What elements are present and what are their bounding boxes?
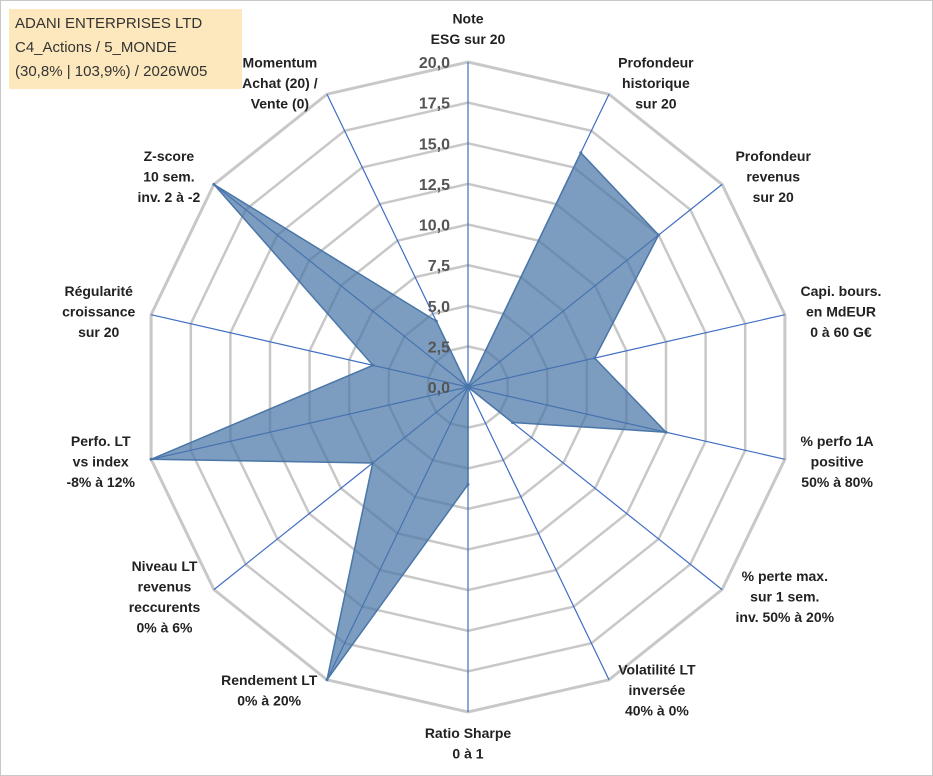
axis-label: Régularité bbox=[64, 283, 133, 299]
axis-label-group: Capi. bours. en MdEUR 0 à 60 G€ bbox=[801, 283, 882, 340]
axis-label: Niveau LT bbox=[132, 558, 198, 574]
data-point bbox=[657, 233, 661, 237]
axis-label-group: Note ESG sur 20 bbox=[431, 11, 506, 48]
tick-label: 5,0 bbox=[428, 299, 450, 316]
data-point bbox=[593, 356, 597, 360]
axis-label-group: Niveau LT revenus reccurents 0% à 6% bbox=[129, 558, 201, 636]
tick-label: 17,5 bbox=[419, 96, 450, 113]
axis-label: Z-score bbox=[144, 148, 195, 164]
data-point bbox=[466, 385, 470, 389]
axis-label: inv. 2 à -2 bbox=[138, 189, 201, 205]
axis-label: Momentum bbox=[243, 54, 318, 70]
radar-series bbox=[149, 151, 668, 682]
axis-label: 0% à 6% bbox=[136, 619, 193, 635]
axis-label: Vente (0) bbox=[251, 95, 309, 111]
axis-label: 50% à 80% bbox=[801, 474, 873, 490]
axis-label: sur 20 bbox=[635, 95, 676, 111]
tick-label: 15,0 bbox=[419, 136, 450, 153]
axis-label: Perfo. LT bbox=[71, 433, 131, 449]
axis-label: Rendement LT bbox=[221, 672, 318, 688]
axis-label: Volatilité LT bbox=[618, 662, 696, 678]
axis-label: sur 1 sem. bbox=[750, 589, 819, 605]
data-point bbox=[511, 421, 514, 424]
data-point bbox=[434, 319, 438, 323]
axis-label-group: Rendement LT 0% à 20% bbox=[221, 672, 318, 709]
radar-axis-labels: Note ESG sur 20 Profondeur historique sur 20… bbox=[62, 11, 881, 762]
tick-label: 2,5 bbox=[428, 339, 450, 356]
axis-label: ESG sur 20 bbox=[431, 31, 506, 47]
axis-label: inversée bbox=[628, 682, 685, 698]
axis-label: croissance bbox=[62, 304, 135, 320]
tick-label: 20,0 bbox=[419, 55, 450, 72]
axis-label: 0 à 1 bbox=[452, 746, 483, 762]
axis-label: Achat (20) / bbox=[242, 75, 318, 91]
performance-week: (30,8% | 103,9%) / 2026W05 bbox=[15, 63, 208, 80]
axis-label: en MdEUR bbox=[806, 304, 876, 320]
axis-label-group: Z-score 10 sem. inv. 2 à -2 bbox=[138, 148, 201, 205]
data-point bbox=[371, 461, 375, 465]
tick-label: 7,5 bbox=[428, 258, 450, 275]
axis-label: 0 à 60 G€ bbox=[810, 324, 872, 340]
axis-label: % perfo 1A bbox=[801, 433, 874, 449]
axis-label: Note bbox=[452, 11, 483, 27]
stock-info-box: ADANI ENTERPRISES LTD C4_Actions / 5_MON… bbox=[9, 9, 242, 89]
axis-label-group: Régularité croissance sur 20 bbox=[62, 283, 135, 340]
data-point bbox=[325, 678, 329, 682]
data-point bbox=[664, 430, 668, 434]
axis-label: vs index bbox=[73, 454, 129, 470]
axis-label: positive bbox=[811, 454, 864, 470]
axis-label: % perte max. bbox=[742, 568, 828, 584]
axis-label: 0% à 20% bbox=[237, 692, 301, 708]
axis-label: Ratio Sharpe bbox=[425, 725, 512, 741]
axis-label: reccurents bbox=[129, 599, 201, 615]
axis-label-group: Perfo. LT vs index -8% à 12% bbox=[66, 433, 135, 490]
axis-label: sur 20 bbox=[78, 324, 119, 340]
axis-label: revenus bbox=[746, 168, 800, 184]
axis-label: -8% à 12% bbox=[66, 474, 135, 490]
axis-label-group: Volatilité LT inversée 40% à 0% bbox=[618, 662, 696, 719]
data-point bbox=[579, 151, 583, 155]
axis-label: Profondeur bbox=[735, 148, 811, 164]
axis-label: revenus bbox=[138, 578, 192, 594]
axis-label: Profondeur bbox=[618, 54, 694, 70]
axis-label: 40% à 0% bbox=[625, 703, 689, 719]
axis-label-group: Momentum Achat (20) / Vente (0) bbox=[242, 54, 318, 111]
data-point bbox=[371, 363, 375, 367]
tick-label: 10,0 bbox=[419, 218, 450, 235]
data-point bbox=[149, 457, 153, 461]
axis-label: Capi. bours. bbox=[801, 283, 882, 299]
axis-spoke bbox=[467, 386, 610, 681]
axis-label-group: Profondeur historique sur 20 bbox=[618, 54, 694, 111]
axis-label-group: Ratio Sharpe 0 à 1 bbox=[425, 725, 512, 762]
category-path: C4_Actions / 5_MONDE bbox=[15, 39, 177, 56]
axis-label: 10 sem. bbox=[143, 168, 194, 184]
data-point bbox=[212, 182, 216, 186]
axis-label-group: % perfo 1A positive 50% à 80% bbox=[801, 433, 874, 490]
company-name: ADANI ENTERPRISES LTD bbox=[15, 15, 203, 32]
axis-label: sur 20 bbox=[753, 189, 794, 205]
data-point bbox=[466, 483, 470, 486]
radar-tick-labels: 0,0 2,5 5,0 7,5 10,0 12,5 15,0 17,5 20,0 bbox=[419, 55, 450, 397]
axis-label: inv. 50% à 20% bbox=[736, 609, 835, 625]
tick-label: 12,5 bbox=[419, 177, 450, 194]
axis-label-group: % perte max. sur 1 sem. inv. 50% à 20% bbox=[736, 568, 835, 625]
axis-label-group: Profondeur revenus sur 20 bbox=[735, 148, 811, 205]
tick-label: 0,0 bbox=[428, 380, 450, 397]
axis-label: historique bbox=[622, 75, 690, 91]
